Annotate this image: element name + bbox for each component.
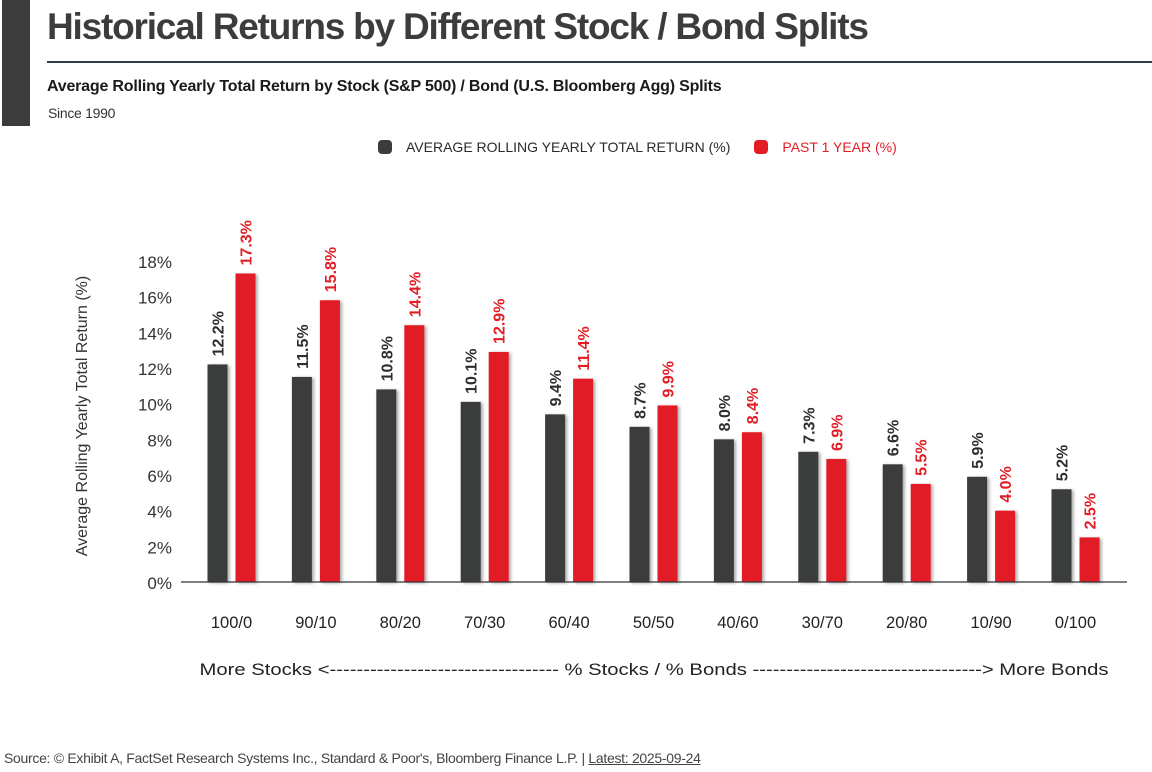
x-tick-label: 40/60	[717, 614, 758, 632]
y-tick-label: 4%	[147, 503, 172, 522]
source-footer: Source: © Exhibit A, FactSet Research Sy…	[4, 750, 701, 766]
data-label-past-year: 8.4%	[745, 388, 762, 424]
x-tick-label: 90/10	[295, 614, 336, 632]
bar-past-year-0/100	[1079, 537, 1100, 582]
latest-date-link[interactable]: Latest: 2025-09-24	[588, 750, 701, 766]
bar-past-year-90/10	[319, 300, 340, 582]
x-tick-label: 70/30	[464, 614, 505, 632]
x-tick-label: 10/90	[970, 614, 1011, 632]
bar-past-year-80/20	[404, 325, 425, 582]
bar-past-year-60/40	[573, 378, 594, 582]
bar-past-year-100/0	[235, 273, 256, 582]
data-label-average: 10.1%	[464, 349, 481, 394]
y-tick-label: 12%	[138, 360, 172, 379]
legend-swatch-average	[378, 140, 392, 154]
bar-past-year-40/60	[741, 432, 762, 582]
chart-subtitle: Average Rolling Yearly Total Return by S…	[47, 78, 722, 95]
y-tick-label: 18%	[138, 253, 172, 272]
data-label-average: 10.8%	[379, 336, 396, 381]
bar-average-100/0	[207, 364, 228, 582]
y-tick-label: 2%	[147, 538, 172, 557]
bar-average-30/70	[798, 451, 819, 582]
title-divider	[47, 61, 1152, 63]
data-label-past-year: 15.8%	[323, 247, 340, 292]
y-tick-label: 14%	[138, 324, 172, 343]
bar-average-90/10	[291, 376, 312, 582]
legend-item-past-year: PAST 1 YEAR (%)	[754, 139, 897, 155]
data-label-past-year: 17.3%	[239, 220, 256, 265]
bar-average-40/60	[713, 439, 734, 582]
bar-average-80/20	[376, 389, 397, 582]
y-tick-label: 16%	[138, 289, 172, 308]
data-label-average: 8.0%	[717, 395, 734, 431]
data-label-average: 9.4%	[548, 370, 565, 406]
bar-past-year-10/90	[995, 510, 1016, 582]
legend-item-average: AVERAGE ROLLING YEARLY TOTAL RETURN (%)	[378, 139, 730, 155]
bar-average-50/50	[629, 426, 650, 582]
y-tick-label: 6%	[147, 467, 172, 486]
chart-legend: AVERAGE ROLLING YEARLY TOTAL RETURN (%) …	[378, 139, 921, 155]
data-label-past-year: 11.4%	[576, 326, 593, 370]
data-label-past-year: 9.9%	[661, 361, 678, 397]
data-label-past-year: 12.9%	[492, 299, 509, 344]
data-label-average: 5.2%	[1055, 445, 1072, 481]
y-tick-label: 8%	[147, 431, 172, 450]
bar-average-60/40	[545, 414, 566, 582]
data-label-past-year: 14.4%	[407, 272, 424, 317]
bar-past-year-20/80	[910, 483, 931, 582]
x-tick-label: 60/40	[548, 614, 589, 632]
bar-past-year-30/70	[826, 458, 847, 582]
bar-past-year-70/30	[488, 351, 509, 582]
x-tick-label: 100/0	[211, 614, 252, 632]
data-label-average: 7.3%	[801, 407, 818, 443]
header-accent-bar	[2, 0, 30, 126]
y-axis-title: Average Rolling Yearly Total Return (%)	[74, 276, 91, 556]
x-tick-label: 0/100	[1055, 614, 1096, 632]
y-tick-label: 10%	[138, 396, 172, 415]
x-tick-label: 20/80	[886, 614, 927, 632]
data-label-past-year: 5.5%	[914, 439, 931, 475]
data-label-average: 12.2%	[211, 311, 228, 356]
data-label-past-year: 2.5%	[1083, 493, 1100, 529]
legend-label-past-year: PAST 1 YEAR (%)	[782, 139, 897, 155]
bar-average-0/100	[1051, 489, 1072, 582]
since-note: Since 1990	[48, 105, 116, 121]
data-label-average: 6.6%	[886, 420, 903, 456]
data-label-average: 8.7%	[633, 382, 650, 418]
data-label-past-year: 4.0%	[998, 466, 1015, 502]
data-label-average: 5.9%	[970, 432, 987, 468]
bar-chart: Average Rolling Yearly Total Return (%) …	[74, 220, 1127, 679]
legend-swatch-past-year	[754, 140, 769, 154]
legend-label-average: AVERAGE ROLLING YEARLY TOTAL RETURN (%)	[406, 139, 731, 155]
x-axis-title: More Stocks <---------------------------…	[200, 661, 1109, 679]
x-tick-label: 30/70	[802, 614, 843, 632]
page-title: Historical Returns by Different Stock / …	[47, 6, 869, 47]
x-tick-label: 50/50	[633, 614, 674, 632]
source-text: Source: © Exhibit A, FactSet Research Sy…	[4, 750, 589, 766]
x-tick-label: 80/20	[380, 614, 421, 632]
data-label-past-year: 6.9%	[829, 414, 846, 450]
bar-past-year-50/50	[657, 405, 678, 582]
bar-average-10/90	[967, 476, 988, 582]
bar-average-20/80	[882, 464, 903, 582]
data-label-average: 11.5%	[295, 324, 312, 368]
y-tick-label: 0%	[147, 574, 172, 593]
bar-average-70/30	[460, 401, 481, 582]
